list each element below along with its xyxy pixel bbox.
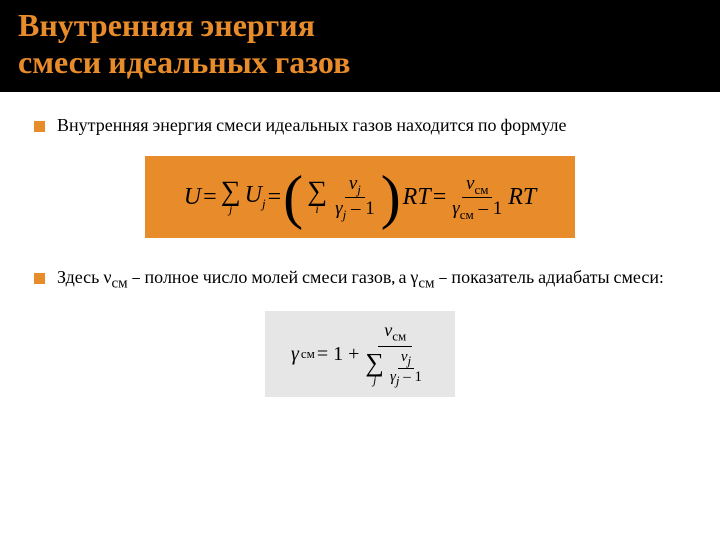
f2-cm2: см: [392, 329, 406, 344]
f1-m2: – 1: [474, 198, 503, 219]
f2-nu-j: ν: [401, 349, 408, 365]
lparen: (: [283, 167, 303, 227]
f1-Uj-j: j: [262, 196, 266, 211]
f2-g: γ: [291, 343, 299, 366]
f1-cm1: см: [474, 182, 488, 197]
formula-1-block: U = ∑j Uj = ( ∑i νj γj – 1 ) RT = νсм γс…: [145, 156, 575, 238]
bullet-2-text: Здесь νсм – полное число молей смеси газ…: [57, 266, 664, 293]
sum-j-2: ∑j: [365, 351, 384, 385]
rparen: ): [381, 167, 401, 227]
f1-U: U: [184, 184, 201, 211]
formula-2-block: γсм = 1 + νсм ∑j νj γj – 1: [265, 311, 455, 397]
f2-nj: j: [408, 353, 412, 368]
page-title: Внутренняя энергиясмеси идеальных газов: [18, 8, 702, 82]
f2-sum-j: j: [373, 375, 376, 386]
f2-cm1: см: [301, 346, 315, 362]
f1-m1: – 1: [346, 198, 375, 219]
formula-2: γсм = 1 + νсм ∑j νj γj – 1: [291, 321, 429, 387]
b2-mid: – полное число молей смеси газов, а γ: [128, 267, 419, 288]
f2-inner: νj γj – 1: [387, 350, 425, 387]
f1-cm2: см: [460, 207, 474, 222]
f1-eq3: =: [433, 184, 447, 211]
f1-RT1: RT: [403, 184, 431, 211]
b2-pre: Здесь ν: [57, 267, 111, 288]
f1-g2: γ: [452, 198, 460, 219]
f2-m1: – 1: [400, 369, 423, 385]
frac-nuj-gammaj: νj γj – 1: [331, 174, 379, 221]
f1-Uj-U: U: [245, 182, 262, 208]
b2-s1: см: [111, 274, 127, 292]
sum-i: ∑i: [307, 179, 327, 215]
bullet-1-text: Внутренняя энергия смеси идеальных газов…: [57, 114, 566, 138]
sum-idx-1: j: [229, 204, 232, 215]
formula-1: U = ∑j Uj = ( ∑i νj γj – 1 ) RT = νсм γс…: [184, 167, 537, 227]
f1-g: γ: [335, 198, 343, 219]
bullet-icon: [34, 273, 45, 284]
b2-s2: см: [418, 274, 434, 292]
f2-eq: = 1 +: [317, 343, 360, 366]
b2-post: – показатель адиабаты смеси:: [435, 267, 664, 288]
f1-RT2: RT: [508, 184, 536, 211]
f1-eq1: =: [203, 184, 217, 211]
bullet-1: Внутренняя энергия смеси идеальных газов…: [34, 114, 686, 138]
bullet-2: Здесь νсм – полное число молей смеси газ…: [34, 266, 686, 293]
title-bar: Внутренняя энергиясмеси идеальных газов: [0, 0, 720, 92]
bullet-icon: [34, 121, 45, 132]
sum-j-1: ∑j: [221, 179, 241, 215]
title-line: Внутренняя энергиясмеси идеальных газов: [18, 7, 350, 81]
f1-Uj: Uj: [245, 182, 266, 212]
f1-eq2: =: [268, 184, 282, 211]
f1-nu-j: j: [357, 182, 361, 197]
content-area: Внутренняя энергия смеси идеальных газов…: [0, 92, 720, 397]
frac-nucm-gammacm: νсм γсм – 1: [448, 174, 506, 221]
f2-bigfrac: ν см ∑j νj γj – 1: [361, 321, 429, 387]
